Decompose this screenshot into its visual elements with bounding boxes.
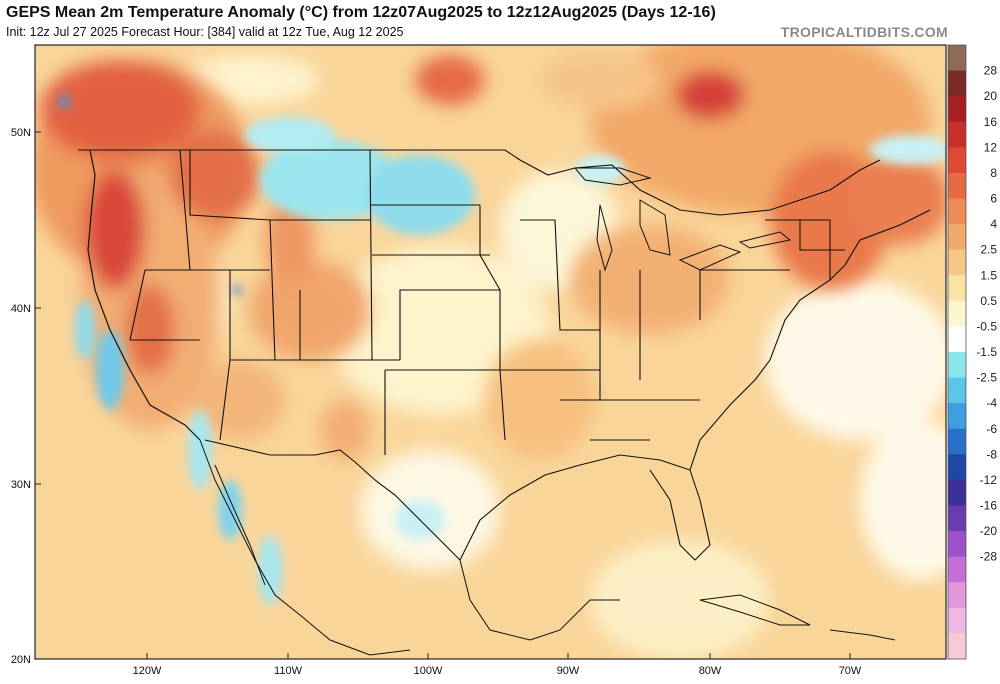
colorbar-swatch: [948, 377, 966, 404]
colorbar-swatch: [948, 249, 966, 276]
init-info: Init: 12z Jul 27 2025 Forecast Hour: [38…: [6, 25, 404, 39]
colorbar-swatch: [948, 275, 966, 302]
colorbar-swatch: [948, 556, 966, 583]
colorbar-swatch: [948, 326, 966, 353]
us-canada-border: [78, 149, 881, 216]
longitude-axis: 120W 110W 100W 90W 80W 70W: [133, 653, 862, 677]
lat-label: 20N: [11, 654, 31, 666]
caribbean-islands: [699, 594, 896, 641]
lat-label: 50N: [11, 127, 31, 139]
colorbar-swatch: [948, 505, 966, 532]
colorbar-swatch: [948, 582, 966, 609]
colorbar-legend: 28 20 16 12 8 6 4 2.5 1.5 0.5 -0.5 -1.5 -2.5 -4 -6 -8 -1…: [947, 44, 998, 660]
colorbar-label: 6: [990, 192, 997, 206]
colorbar-label: -1.5: [976, 345, 997, 359]
colorbar-swatch: [948, 531, 966, 558]
colorbar-label: -12: [980, 473, 998, 487]
warm-anomaly-regions: [35, 45, 946, 460]
lon-label: 80W: [699, 665, 722, 677]
colorbar-label: -28: [980, 550, 998, 564]
colorbar-label: -4: [986, 396, 997, 410]
page-title: GEPS Mean 2m Temperature Anomaly (°C) fr…: [6, 4, 716, 21]
colorbar-label: 12: [984, 140, 998, 154]
colorbar-label: 20: [984, 89, 998, 103]
lat-label: 40N: [11, 303, 31, 315]
colorbar-swatch: [948, 147, 966, 174]
lon-label: 120W: [133, 665, 162, 677]
colorbar-label: -8: [986, 447, 997, 461]
colorbar-swatch: [948, 121, 966, 148]
colorbar-swatch: [948, 352, 966, 379]
colorbar-label: 0.5: [980, 294, 997, 308]
colorbar-label: -2.5: [976, 371, 997, 385]
anomaly-field: [35, 45, 946, 659]
colorbar-label: 28: [984, 64, 998, 78]
colorbar-label: -16: [980, 499, 998, 513]
colorbar-label: -6: [986, 422, 997, 436]
colorbar-swatch: [948, 454, 966, 481]
lon-label: 100W: [414, 665, 443, 677]
colorbar-swatch: [948, 633, 966, 660]
colorbar-swatch: [948, 300, 966, 327]
mexico-coastline: [199, 439, 620, 656]
colorbar-swatch: [948, 96, 966, 123]
lat-label: 30N: [11, 479, 31, 491]
great-lakes: [573, 167, 792, 272]
colorbar-label: 8: [990, 166, 997, 180]
colorbar-label: 16: [984, 115, 998, 129]
political-borders: [78, 149, 931, 561]
lon-label: 70W: [839, 665, 862, 677]
colorbar-swatch: [948, 172, 966, 199]
colorbar-frame: [947, 44, 967, 660]
cool-anomaly-regions: [58, 96, 946, 605]
latitude-axis: 50N 40N 30N 20N: [11, 127, 41, 666]
colorbar-swatch: [948, 403, 966, 430]
colorbar-swatch: [948, 224, 966, 251]
colorbar-label: -20: [980, 524, 998, 538]
colorbar-label: 4: [990, 217, 997, 231]
colorbar-swatch: [948, 607, 966, 634]
colorbar-swatch: [948, 70, 966, 97]
header: GEPS Mean 2m Temperature Anomaly (°C) fr…: [0, 0, 1000, 44]
brand-watermark: TROPICALTIDBITS.COM: [780, 24, 948, 40]
colorbar-swatch: [948, 479, 966, 506]
lon-label: 90W: [557, 665, 580, 677]
colorbar-label: -0.5: [976, 319, 997, 333]
colorbar-swatch: [948, 198, 966, 225]
colorbar-label: 2.5: [980, 243, 997, 257]
map-frame: [34, 44, 947, 660]
colorbar-swatch: [948, 428, 966, 455]
colorbar-label: 1.5: [980, 268, 997, 282]
colorbar-swatch: [948, 45, 966, 72]
lon-label: 110W: [274, 665, 303, 677]
